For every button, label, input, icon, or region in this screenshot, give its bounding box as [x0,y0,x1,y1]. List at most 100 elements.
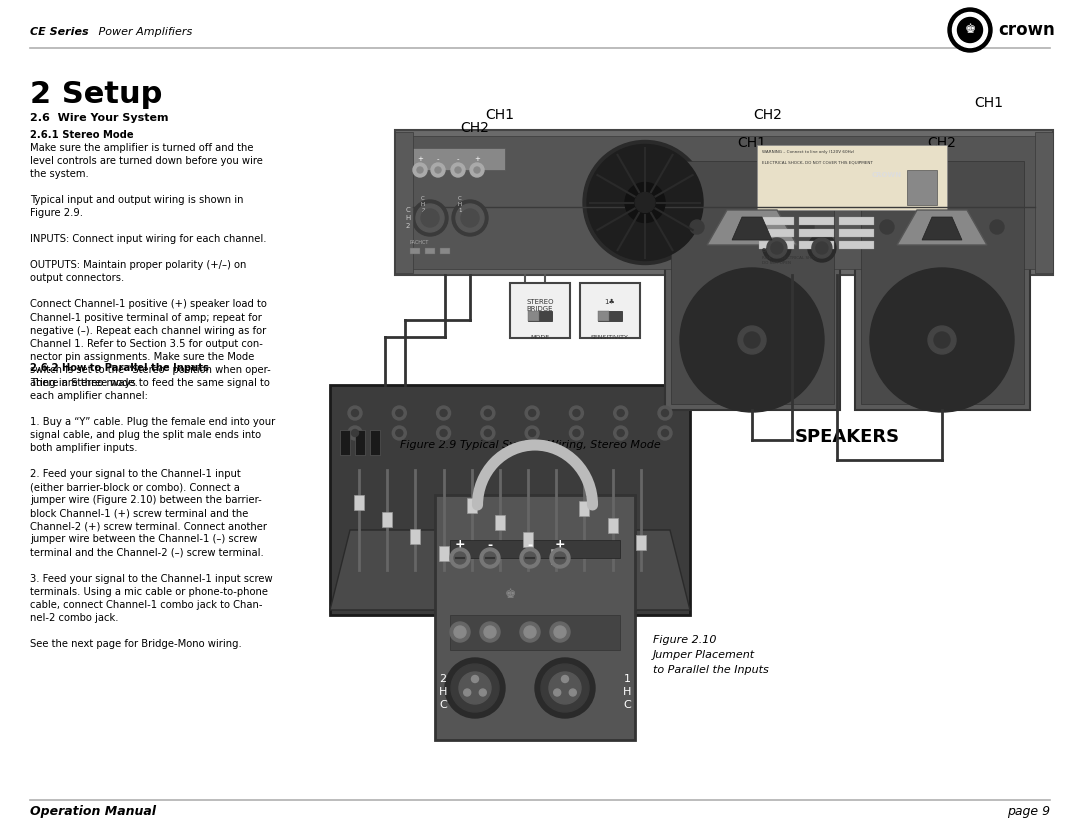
Text: +: + [474,156,480,162]
Circle shape [554,552,566,564]
Text: -: - [436,156,440,162]
Text: +: + [555,539,565,551]
Circle shape [528,430,536,436]
Circle shape [550,622,570,642]
Circle shape [815,242,828,254]
Text: +: + [455,539,465,551]
Circle shape [635,193,656,213]
Text: crown: crown [998,21,1055,39]
FancyBboxPatch shape [907,170,937,205]
FancyBboxPatch shape [410,148,505,170]
Text: page 9: page 9 [1007,806,1050,818]
Circle shape [481,426,495,440]
FancyBboxPatch shape [354,495,364,510]
Circle shape [453,200,488,236]
Circle shape [680,268,824,412]
Circle shape [451,163,465,177]
Circle shape [661,430,669,436]
FancyBboxPatch shape [580,501,590,516]
Circle shape [658,406,672,420]
Circle shape [484,626,496,638]
Circle shape [463,689,471,696]
Circle shape [738,326,766,354]
Text: STEREO
BRIDGE: STEREO BRIDGE [526,299,554,312]
Text: ♚: ♚ [504,589,515,601]
FancyBboxPatch shape [799,217,834,225]
FancyBboxPatch shape [759,217,794,225]
FancyBboxPatch shape [438,546,448,561]
Circle shape [440,430,447,436]
Text: RISK OF ELECTRICAL SHOCK
DO NOT OPEN: RISK OF ELECTRICAL SHOCK DO NOT OPEN [761,256,820,264]
Text: MIXER: MIXER [448,635,512,653]
Circle shape [351,430,359,436]
Circle shape [541,664,589,712]
FancyBboxPatch shape [671,161,834,404]
Circle shape [519,622,540,642]
Circle shape [411,200,448,236]
Circle shape [535,658,595,718]
Circle shape [1043,201,1051,209]
Circle shape [445,658,505,718]
Circle shape [524,626,536,638]
FancyBboxPatch shape [395,132,413,273]
Circle shape [484,552,496,564]
Text: CH2: CH2 [754,108,783,122]
Circle shape [450,622,470,642]
Circle shape [572,430,580,436]
Circle shape [417,167,423,173]
Text: Operation Manual: Operation Manual [30,806,156,818]
Circle shape [990,220,1004,234]
Polygon shape [732,217,772,240]
Circle shape [480,622,500,642]
Text: SENSITIVITY: SENSITIVITY [591,335,629,340]
FancyBboxPatch shape [495,515,505,530]
Circle shape [880,220,894,234]
Circle shape [436,426,450,440]
Text: ♚: ♚ [964,23,975,36]
Circle shape [351,409,359,416]
FancyBboxPatch shape [330,385,690,615]
Circle shape [421,209,438,227]
Circle shape [550,548,570,568]
Circle shape [588,144,703,260]
Ellipse shape [958,18,983,43]
Circle shape [771,242,783,254]
Circle shape [416,204,444,232]
FancyBboxPatch shape [759,241,794,249]
Circle shape [435,167,441,173]
Text: CH1: CH1 [738,136,767,150]
FancyBboxPatch shape [759,229,794,237]
Circle shape [613,406,627,420]
FancyBboxPatch shape [799,229,834,237]
Circle shape [454,552,465,564]
Circle shape [397,256,405,264]
Circle shape [572,409,580,416]
Text: SPEAKERS: SPEAKERS [795,428,900,446]
Text: 2.6.1 Stereo Mode: 2.6.1 Stereo Mode [30,130,134,140]
Circle shape [395,409,403,416]
Text: ELECTRICAL SHOCK, DO NOT COVER THIS EQUIPMENT: ELECTRICAL SHOCK, DO NOT COVER THIS EQUI… [761,160,873,164]
Text: 2.6  Wire Your System: 2.6 Wire Your System [30,113,168,123]
Circle shape [348,426,362,440]
Text: H: H [405,215,410,221]
Circle shape [413,163,427,177]
Circle shape [524,552,536,564]
Text: 1: 1 [623,674,631,684]
Text: There are three ways to feed the same signal to
each amplifier channel:

1. Buy : There are three ways to feed the same si… [30,378,275,649]
Circle shape [472,676,478,682]
Circle shape [554,689,561,696]
FancyBboxPatch shape [839,217,874,225]
Circle shape [617,409,624,416]
Text: H: H [421,202,426,207]
FancyBboxPatch shape [405,136,1043,269]
Text: 2.6.2 How to Parallel the Inputs: 2.6.2 How to Parallel the Inputs [30,363,208,373]
FancyBboxPatch shape [551,549,562,564]
Polygon shape [330,530,690,610]
Circle shape [450,548,470,568]
Circle shape [395,430,403,436]
Circle shape [658,426,672,440]
Text: CH2: CH2 [460,121,489,135]
Text: H: H [438,687,447,697]
Text: Figure 2.10
Jumper Placement
to Parallel the Inputs: Figure 2.10 Jumper Placement to Parallel… [653,636,769,675]
Circle shape [800,220,814,234]
